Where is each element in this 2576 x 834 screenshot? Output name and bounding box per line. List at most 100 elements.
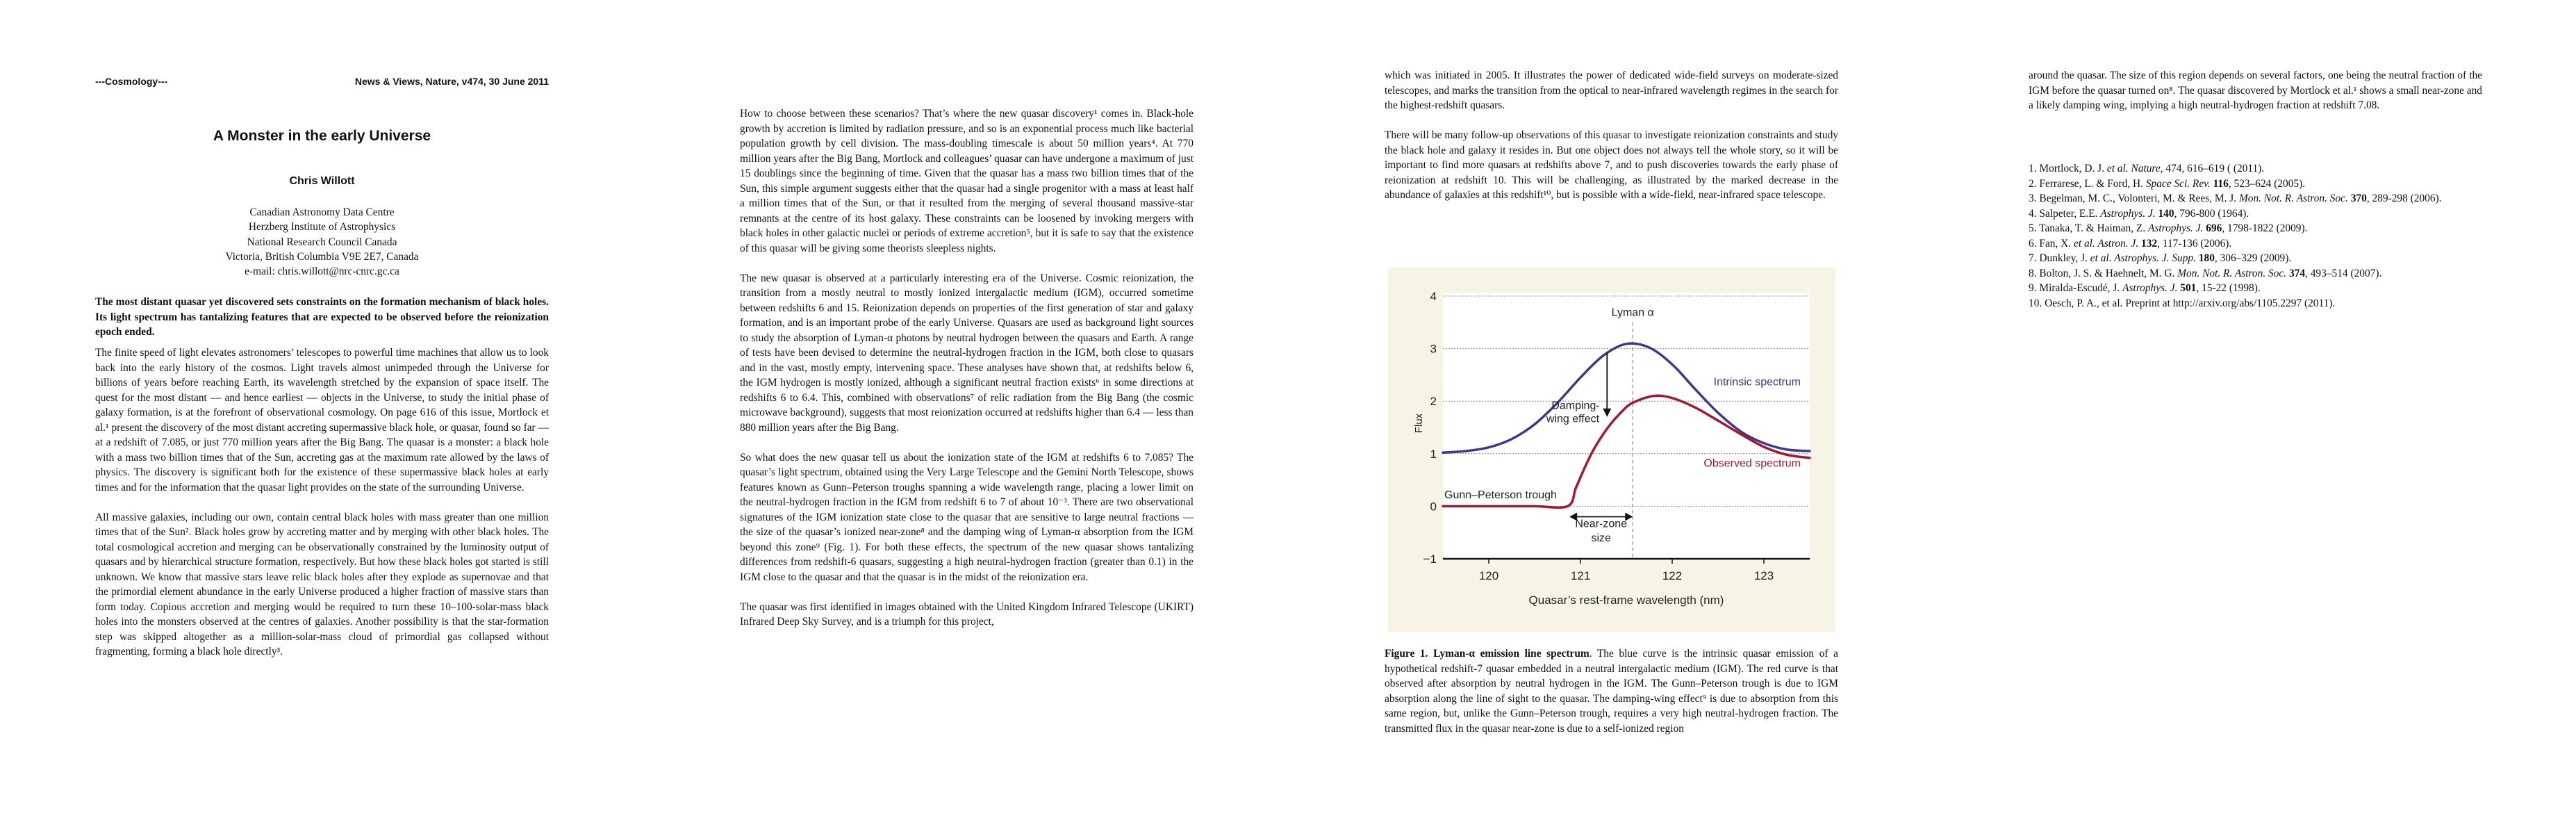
x-tick-label: 123 xyxy=(1754,569,1774,582)
y-axis-label: Flux xyxy=(1413,413,1425,433)
reference-pages-year: , 306–329 (2009). xyxy=(2214,252,2292,264)
x-tick-label: 120 xyxy=(1479,569,1498,582)
reference-journal: et al. Astron. J. xyxy=(2073,237,2139,250)
reference-authors: 7. Dunkley, J. xyxy=(2029,252,2090,264)
reference-volume: 140 xyxy=(2155,207,2174,220)
y-tick-label: 2 xyxy=(1430,395,1437,408)
reference-volume: 180 xyxy=(2195,252,2215,264)
author-email: e-mail: chris.willott@nrc-cnrc.gc.ca xyxy=(245,265,399,278)
paragraph: All massive galaxies, including our own,… xyxy=(95,511,549,658)
reference-item: 8. Bolton, J. S. & Haehnelt, M. G. Mon. … xyxy=(2029,266,2482,281)
paragraph: The finite speed of light elevates astro… xyxy=(95,347,549,493)
caption-title: Figure 1. Lyman-α emission line spectrum xyxy=(1385,648,1590,660)
reference-list: 1. Mortlock, D. J. et al. Nature, 474, 6… xyxy=(2029,161,2482,311)
reference-item: 7. Dunkley, J. et al. Astrophys. J. Supp… xyxy=(2029,251,2482,266)
gunn-peterson-label: Gunn–Peterson trough xyxy=(1444,489,1557,501)
paragraph: There will be many follow-up observation… xyxy=(1385,129,1838,201)
reference-authors: 10. Oesch, P. A., et al. Preprint at htt… xyxy=(2029,297,2336,309)
affiliation-line: Canadian Astronomy Data Centre xyxy=(249,206,395,218)
figure-caption: Figure 1. Lyman-α emission line spectrum… xyxy=(1385,646,1838,736)
reference-item: 6. Fan, X. et al. Astron. J. 132, 117-13… xyxy=(2029,236,2482,252)
near-zone-label: Near-zone xyxy=(1575,518,1627,530)
paragraph: How to choose between these scenarios? T… xyxy=(740,108,1194,254)
section-label: ---Cosmology--- xyxy=(95,76,168,87)
reference-authors: 3. Begelman, M. C., Volonteri, M. & Rees… xyxy=(2029,193,2239,204)
reference-pages-year: , 796-800 (1964). xyxy=(2174,207,2249,220)
reference-authors: 6. Fan, X. xyxy=(2029,237,2074,250)
page3-body: which was initiated in 2005. It illustra… xyxy=(1385,68,1838,218)
reference-authors: 1. Mortlock, D. J. xyxy=(2029,163,2107,174)
x-axis-label: Quasar’s rest-frame wavelength (nm) xyxy=(1529,594,1724,607)
y-tick-label: −1 xyxy=(1423,553,1437,566)
intrinsic-spectrum-curve xyxy=(1442,342,1811,455)
reference-item: 3. Begelman, M. C., Volonteri, M. & Rees… xyxy=(2029,191,2482,206)
paragraph: The new quasar is observed at a particul… xyxy=(740,272,1194,434)
reference-authors: 4. Salpeter, E.E. xyxy=(2029,207,2101,220)
paragraph: So what does the new quasar tell us abou… xyxy=(740,451,1194,583)
page1-body: The finite speed of light elevates astro… xyxy=(95,345,549,674)
reference-item: 10. Oesch, P. A., et al. Preprint at htt… xyxy=(2029,296,2482,311)
reference-pages-year: , 493–514 (2007). xyxy=(2305,267,2382,279)
reference-journal: Mon. Not. R. Astron. Soc. xyxy=(2238,193,2348,204)
reference-journal: Astrophys. J. xyxy=(2100,207,2156,220)
reference-journal: Space Sci. Rev. xyxy=(2145,177,2211,190)
reference-volume: 501 xyxy=(2177,282,2197,294)
reference-item: 4. Salpeter, E.E. Astrophys. J. 140, 796… xyxy=(2029,206,2482,222)
affiliation: Canadian Astronomy Data Centre Herzberg … xyxy=(95,205,549,279)
reference-volume: 374 xyxy=(2286,267,2306,279)
page4-body: around the quasar. The size of this regi… xyxy=(2029,68,2482,128)
reference-journal: Astrophys. J. xyxy=(2148,222,2204,234)
arrow-head-icon xyxy=(1569,512,1578,521)
observed-spectrum-curve xyxy=(1442,394,1811,509)
arrow-head-icon xyxy=(1603,408,1612,417)
reference-journal: Mon. Not. R. Astron. Soc. xyxy=(2177,267,2287,279)
reference-journal: et al. Nature, xyxy=(2106,163,2163,174)
reference-journal: Astrophys. J. xyxy=(2122,282,2178,294)
article-title: A Monster in the early Universe xyxy=(213,128,431,144)
reference-volume: 132 xyxy=(2138,237,2158,250)
journal-citation: News & Views, Nature, v474, 30 June 2011 xyxy=(354,76,549,87)
y-tick-label: 4 xyxy=(1430,290,1437,303)
reference-authors: 2. Ferrarese, L. & Ford, H. xyxy=(2029,177,2146,190)
reference-pages-year: , 289-298 (2006). xyxy=(2366,193,2442,204)
figure-1: −1 0 1 2 3 4 120 121 122 123 Lyman α Intrinsic spe… xyxy=(1388,268,1835,632)
reference-item: 9. Miralda-Escudé, J. Astrophys. J. 501,… xyxy=(2029,281,2482,296)
y-tick-label: 1 xyxy=(1430,448,1437,461)
affiliation-line: Victoria, British Columbia V9E 2E7, Cana… xyxy=(225,250,419,263)
abstract: The most distant quasar yet discovered s… xyxy=(95,296,549,338)
arrow-head-icon xyxy=(1625,512,1633,521)
reference-pages-year: , 523–624 (2005). xyxy=(2228,177,2306,190)
affiliation-line: Herzberg Institute of Astrophysics xyxy=(248,221,396,234)
running-header: ---Cosmology--- News & Views, Nature, v4… xyxy=(95,76,549,87)
author-name: Chris Willott xyxy=(289,175,355,187)
reference-volume: 116 xyxy=(2210,177,2229,190)
x-tick-label: 122 xyxy=(1662,569,1682,582)
caption-text: . The blue curve is the intrinsic quasar… xyxy=(1385,648,1838,735)
reference-volume: 370 xyxy=(2347,193,2367,204)
reference-volume: 696 xyxy=(2203,222,2222,234)
damping-label: Damping- xyxy=(1551,400,1599,412)
reference-item: 2. Ferrarese, L. & Ford, H. Space Sci. R… xyxy=(2029,177,2482,192)
y-tick-label: 0 xyxy=(1430,500,1437,513)
intrinsic-spectrum-label: Intrinsic spectrum xyxy=(1714,377,1801,389)
near-zone-label: size xyxy=(1591,532,1611,544)
reference-authors: 8. Bolton, J. S. & Haehnelt, M. G. xyxy=(2029,267,2178,279)
lyman-alpha-label: Lyman α xyxy=(1612,307,1654,319)
reference-pages-year: , 15-22 (1998). xyxy=(2196,282,2261,294)
page2-body: How to choose between these scenarios? T… xyxy=(740,106,1194,644)
paragraph: around the quasar. The size of this regi… xyxy=(2029,70,2482,111)
observed-spectrum-label: Observed spectrum xyxy=(1703,458,1801,470)
paragraph: The quasar was first identified in image… xyxy=(740,600,1194,628)
reference-item: 1. Mortlock, D. J. et al. Nature, 474, 6… xyxy=(2029,161,2482,177)
reference-item: 5. Tanaka, T. & Haiman, Z. Astrophys. J.… xyxy=(2029,221,2482,236)
damping-label: wing effect xyxy=(1546,413,1600,425)
paragraph: which was initiated in 2005. It illustra… xyxy=(1385,70,1838,111)
reference-authors: 5. Tanaka, T. & Haiman, Z. xyxy=(2029,222,2149,234)
affiliation-line: National Research Council Canada xyxy=(247,236,397,248)
x-tick-label: 121 xyxy=(1571,569,1590,582)
reference-pages-year: , 117-136 (2006). xyxy=(2157,237,2232,250)
y-tick-label: 3 xyxy=(1430,343,1437,356)
reference-journal: et al. Astrophys. J. Supp. xyxy=(2090,252,2196,264)
reference-authors: 9. Miralda-Escudé, J. xyxy=(2029,282,2123,294)
